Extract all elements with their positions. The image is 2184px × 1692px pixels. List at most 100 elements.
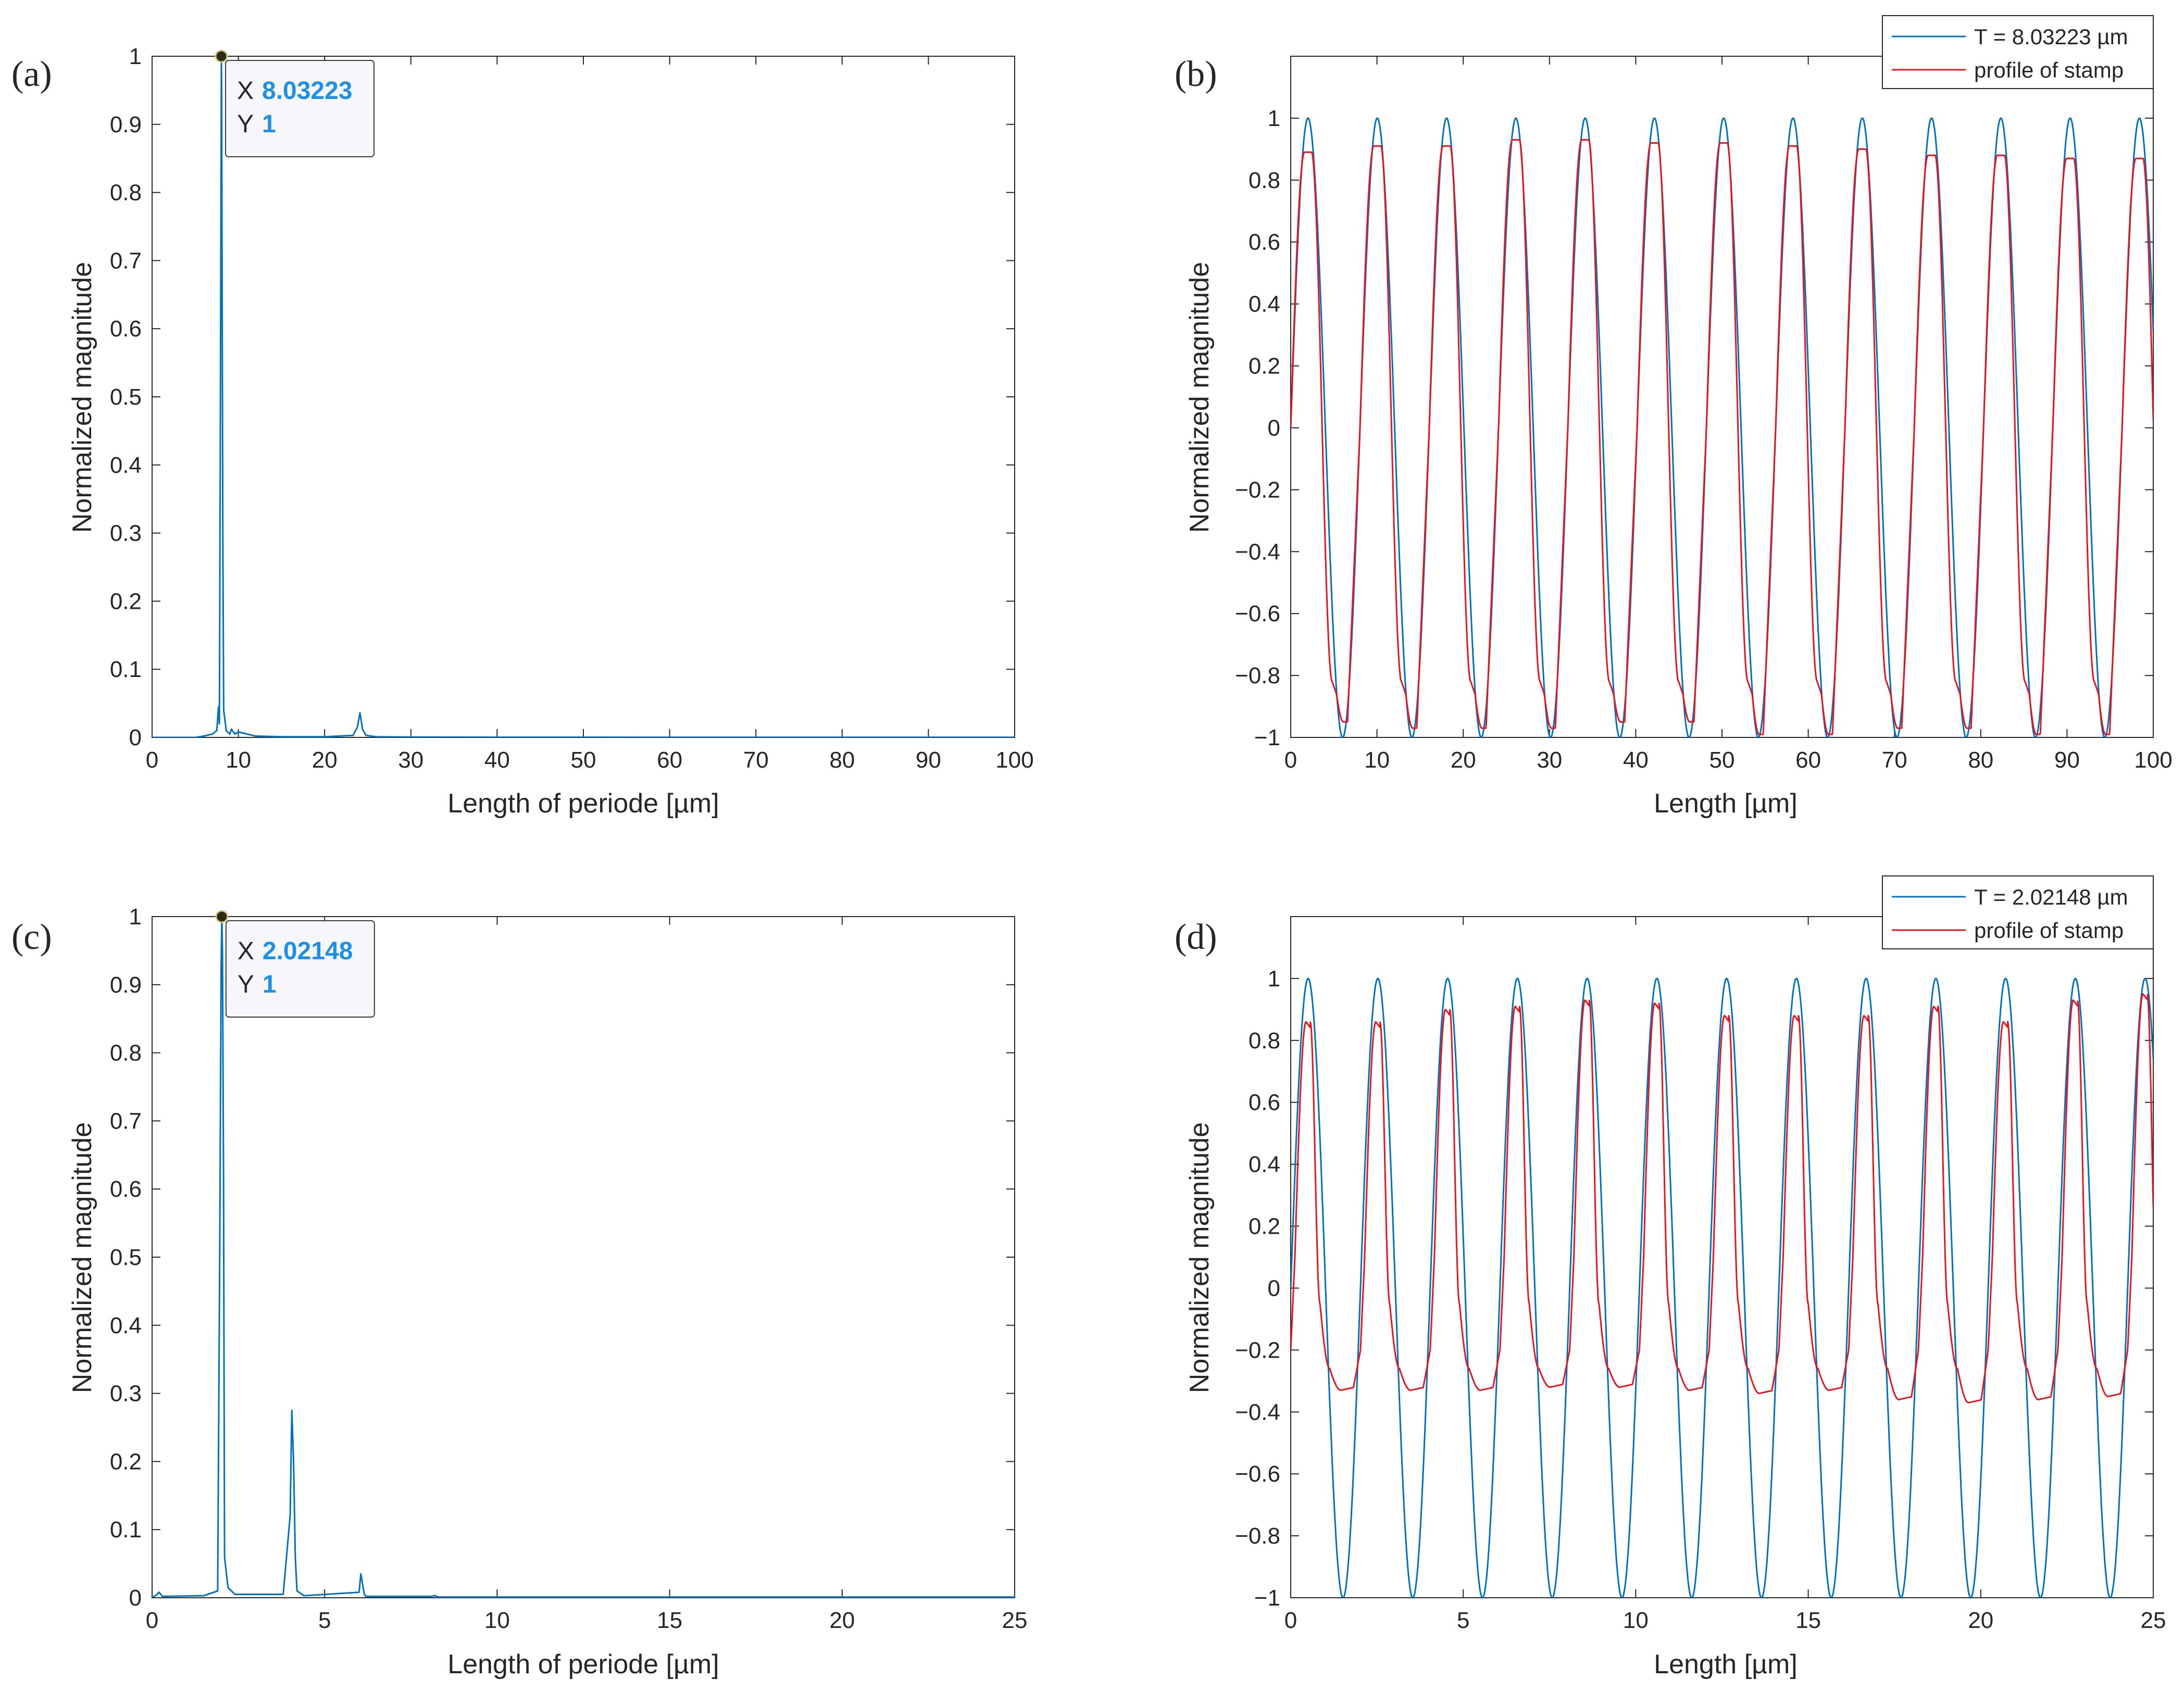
y-tick-label: 0.6 xyxy=(110,316,142,342)
y-tick-label: 0.3 xyxy=(110,1381,142,1407)
plot-area-b: 0 10 20 30 40 50 60 70 80 90 100−1−0.8−0.6−0.4−0.2… xyxy=(1235,15,2173,773)
series-line-spectrum xyxy=(152,56,1015,737)
legend-entry: profile of stamp xyxy=(1974,918,2124,943)
x-axis-label-d: Length [µm] xyxy=(1654,1649,1798,1680)
y-tick-label: −0.6 xyxy=(1235,601,1280,626)
y-tick-label: −1 xyxy=(1254,725,1280,750)
y-tick-label: 0.3 xyxy=(110,521,142,546)
x-tick-label: 20 xyxy=(829,1608,855,1633)
datatip-y-label: Y xyxy=(237,110,254,138)
x-tick-label: 80 xyxy=(829,747,855,773)
plot-area-d: 0 5 10 15 20 25 −1 −0.8 −0.6 −0.4 −0.2 0 0.2 0.4 0.6 0.… xyxy=(1235,875,2166,1633)
y-tick-label: 0.4 xyxy=(110,1313,142,1338)
datatip-a: X 8.03223 Y 1 xyxy=(215,49,375,157)
x-tick-label: 90 xyxy=(916,747,941,773)
y-tick-label: 0.1 xyxy=(110,657,142,682)
datatip-y-label: Y xyxy=(238,971,254,998)
series-group-d xyxy=(1291,977,2153,1598)
x-tick-label: 15 xyxy=(657,1608,682,1633)
legend-box xyxy=(1882,15,2154,89)
y-tick-label: 0 xyxy=(1268,1275,1280,1301)
x-tick-label: 90 xyxy=(2054,747,2080,773)
y-tick-label: 0.7 xyxy=(110,248,142,273)
legend-box xyxy=(1882,875,2154,949)
x-axis-label-b: Length [µm] xyxy=(1654,788,1798,819)
x-tick-label: 10 xyxy=(484,1608,510,1633)
y-tick-label: 0.6 xyxy=(110,1176,142,1202)
x-tick-label: 25 xyxy=(2141,1608,2166,1633)
series-group-c xyxy=(152,917,1015,1598)
y-axis-label-d: Normalized magnitude xyxy=(1184,1122,1215,1393)
x-tick-label: 20 xyxy=(1968,1608,1993,1633)
panel-label-b: (b) xyxy=(1175,54,1217,94)
panel-label-a: (a) xyxy=(11,54,52,94)
x-tick-label: 5 xyxy=(318,1608,331,1633)
datatip-x-label: X xyxy=(238,937,254,965)
x-tick-label: 10 xyxy=(226,747,251,773)
y-tick-label: 0.2 xyxy=(1249,354,1280,379)
y-tick-label: −0.4 xyxy=(1235,539,1280,565)
y-tick-label: −0.2 xyxy=(1235,1337,1280,1363)
y-tick-label: −0.8 xyxy=(1235,663,1280,688)
y-tick-label: 0 xyxy=(129,1585,142,1611)
datatip-x-value: 8.03223 xyxy=(262,77,353,105)
x-tick-label: 20 xyxy=(1451,747,1476,773)
y-tick-label: 0.8 xyxy=(1249,168,1280,193)
x-tick-label: 30 xyxy=(1537,747,1562,773)
legend-entry: T = 8.03223 µm xyxy=(1974,24,2128,49)
y-tick-label: 0 xyxy=(129,725,142,750)
y-tick-label: 0.2 xyxy=(110,588,142,614)
x-tick-label: 10 xyxy=(1623,1608,1649,1633)
x-tick-label: 100 xyxy=(2134,747,2172,773)
datatip-box xyxy=(225,920,375,1018)
y-tick-label: 0.1 xyxy=(110,1517,142,1543)
x-tick-label: 30 xyxy=(398,747,423,773)
y-tick-label: 0.8 xyxy=(110,180,142,206)
series-line-profile-of-stamp xyxy=(1291,139,2153,735)
legend-entry: T = 2.02148 µm xyxy=(1974,885,2128,909)
x-tick-label: 20 xyxy=(312,747,338,773)
y-tick-label: 1 xyxy=(1268,966,1280,992)
y-tick-label: 0.4 xyxy=(1249,1152,1280,1177)
y-tick-label: −1 xyxy=(1254,1585,1280,1611)
series-group-b xyxy=(1291,117,2153,737)
datatip-marker xyxy=(215,49,228,63)
datatip-marker xyxy=(215,910,229,923)
y-tick-label: 0.2 xyxy=(110,1449,142,1474)
y-tick-label: 0.9 xyxy=(110,972,142,998)
legend-d: T = 2.02148 µm profile of stamp xyxy=(1882,875,2154,949)
datatip-box xyxy=(225,60,375,157)
series-line-profile-of-stamp xyxy=(1291,993,2153,1403)
datatip-c: X 2.02148 Y 1 xyxy=(215,910,375,1018)
y-tick-label: −0.8 xyxy=(1235,1523,1280,1549)
y-tick-label: 0.4 xyxy=(1249,292,1280,317)
y-tick-label: 0.5 xyxy=(110,384,142,410)
y-tick-label: 0.6 xyxy=(1249,1090,1280,1116)
x-tick-label: 5 xyxy=(1457,1608,1469,1633)
x-tick-label: 70 xyxy=(1882,747,1907,773)
plot-area-a: 0 10 20 30 40 50 60 70 80 90 100 0 0.1 0.2 0.3 0.4 0.5 0.… xyxy=(110,44,1034,773)
y-tick-label: −0.2 xyxy=(1235,477,1280,503)
datatip-y-value: 1 xyxy=(263,971,277,998)
x-axis-label-c: Length of periode [µm] xyxy=(447,1649,719,1680)
y-tick-label: −0.4 xyxy=(1235,1399,1280,1425)
x-tick-label: 80 xyxy=(1968,747,1993,773)
panel-b: (b) 0 10 20 30 40 50 60 70 80 90 100−1−0.8−0.6−0.4… xyxy=(1175,15,2173,819)
x-tick-label: 50 xyxy=(571,747,596,773)
y-tick-label: 0.5 xyxy=(110,1245,142,1270)
x-tick-label: 0 xyxy=(146,1608,158,1633)
y-tick-label: 0.7 xyxy=(110,1108,142,1134)
x-tick-label: 70 xyxy=(743,747,769,773)
legend-entry: profile of stamp xyxy=(1974,58,2124,82)
x-tick-label: 25 xyxy=(1002,1608,1028,1633)
y-tick-label: 0 xyxy=(1268,415,1280,441)
panel-label-c: (c) xyxy=(11,917,52,957)
y-axis-label-a: Normalized magnitude xyxy=(67,262,97,533)
y-tick-label: 0.8 xyxy=(1249,1028,1280,1054)
series-line-t-2-02148-m xyxy=(1291,977,2153,1598)
x-axis-label-a: Length of periode [µm] xyxy=(447,788,719,819)
x-tick-label: 50 xyxy=(1709,747,1735,773)
plot-area-c: 0 5 10 15 20 2500.10.20.30.40.50.60.70.80.91X… xyxy=(110,904,1028,1633)
y-axis-label-b: Normalized magnitude xyxy=(1184,262,1215,533)
